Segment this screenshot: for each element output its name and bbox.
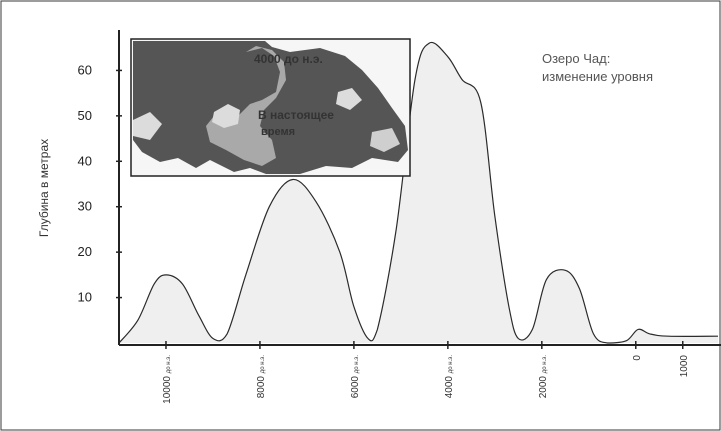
y-tick-label: 40 [78,153,92,168]
x-tick-label: 2000 до н.э. [538,355,549,399]
x-tick-label: 10000 до н.э. [162,355,173,404]
legend-line-2: изменение уровня [542,69,653,84]
x-tick-label: 1000 [679,355,690,378]
x-tick-label: 8000 до н.э. [256,355,267,399]
x-tick-label: 4000 до н.э. [444,355,455,399]
ancient-lake-shape [133,41,408,174]
map-pale-spot [212,104,240,128]
map-label-4000bc: 4000 до н.э. [254,52,323,66]
y-tick-label: 50 [78,108,92,123]
map-light-patch [336,88,362,110]
x-tick-label: 0 [632,355,643,361]
legend-line-1: Озеро Чад: [542,51,610,66]
y-tick-label: 10 [78,290,92,305]
y-tick-label: 20 [78,244,92,259]
map-label-present-1: В настоящее [258,108,334,122]
inset-map: 4000 до н.э. В настоящее время [130,38,411,177]
map-light-patch [370,128,400,152]
present-lake-shape [206,46,286,166]
x-tick-label: 6000 до н.э. [350,355,361,399]
y-tick-label: 60 [78,62,92,77]
x-ticks: 10000 до н.э. 8000 до н.э. 6000 до н.э. 400… [162,341,690,404]
y-tick-label: 30 [78,199,92,214]
y-axis-title: Глубина в метрах [37,139,51,237]
series-area [119,42,718,343]
series-line [118,41,719,344]
y-ticks: 10 20 30 40 50 60 [78,62,122,305]
map-label-present-2: время [261,126,295,138]
map-light-patch [133,112,162,140]
